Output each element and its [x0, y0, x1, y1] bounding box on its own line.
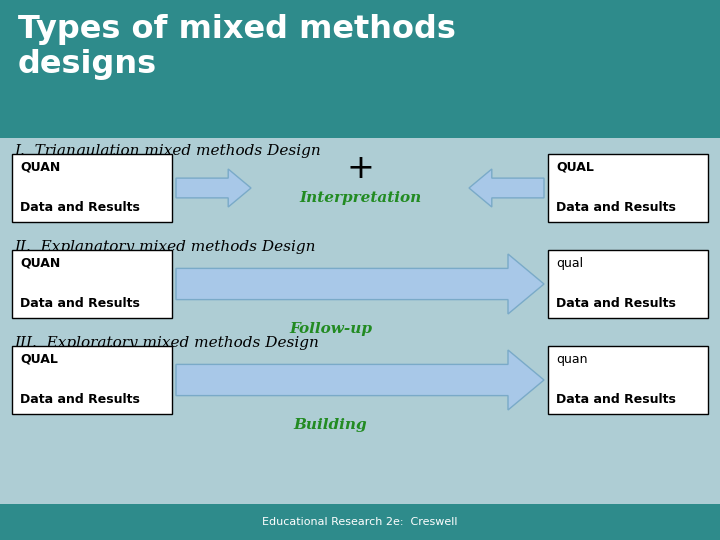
- Text: Follow-up: Follow-up: [289, 322, 372, 336]
- Text: QUAL: QUAL: [556, 161, 594, 174]
- Polygon shape: [176, 169, 251, 207]
- Text: Data and Results: Data and Results: [20, 201, 140, 214]
- Text: qual: qual: [556, 257, 583, 270]
- Polygon shape: [176, 254, 544, 314]
- Text: QUAN: QUAN: [20, 161, 60, 174]
- Text: Interpretation: Interpretation: [299, 191, 421, 205]
- Bar: [0, 0, 720, 138]
- Text: QUAN: QUAN: [20, 257, 60, 270]
- Text: quan: quan: [556, 353, 588, 366]
- Bar: [12, 346, 172, 414]
- Polygon shape: [469, 169, 544, 207]
- Text: QUAL: QUAL: [20, 353, 58, 366]
- Text: Data and Results: Data and Results: [556, 297, 676, 310]
- Text: Educational Research 2e:  Creswell: Educational Research 2e: Creswell: [262, 517, 458, 527]
- Text: Types of mixed methods
designs: Types of mixed methods designs: [18, 14, 456, 79]
- Text: +: +: [346, 152, 374, 185]
- Text: Data and Results: Data and Results: [556, 393, 676, 406]
- Text: III.  Exploratory mixed methods Design: III. Exploratory mixed methods Design: [14, 336, 319, 350]
- Bar: [548, 250, 708, 318]
- Text: Data and Results: Data and Results: [20, 297, 140, 310]
- Text: Data and Results: Data and Results: [20, 393, 140, 406]
- Text: Building: Building: [294, 418, 367, 432]
- Text: II.  Explanatory mixed methods Design: II. Explanatory mixed methods Design: [14, 240, 315, 254]
- Text: Data and Results: Data and Results: [556, 201, 676, 214]
- Polygon shape: [176, 350, 544, 410]
- Bar: [12, 250, 172, 318]
- Bar: [548, 154, 708, 222]
- Bar: [0, 504, 720, 540]
- Text: I.  Triangulation mixed methods Design: I. Triangulation mixed methods Design: [14, 144, 320, 158]
- Bar: [12, 154, 172, 222]
- Bar: [548, 346, 708, 414]
